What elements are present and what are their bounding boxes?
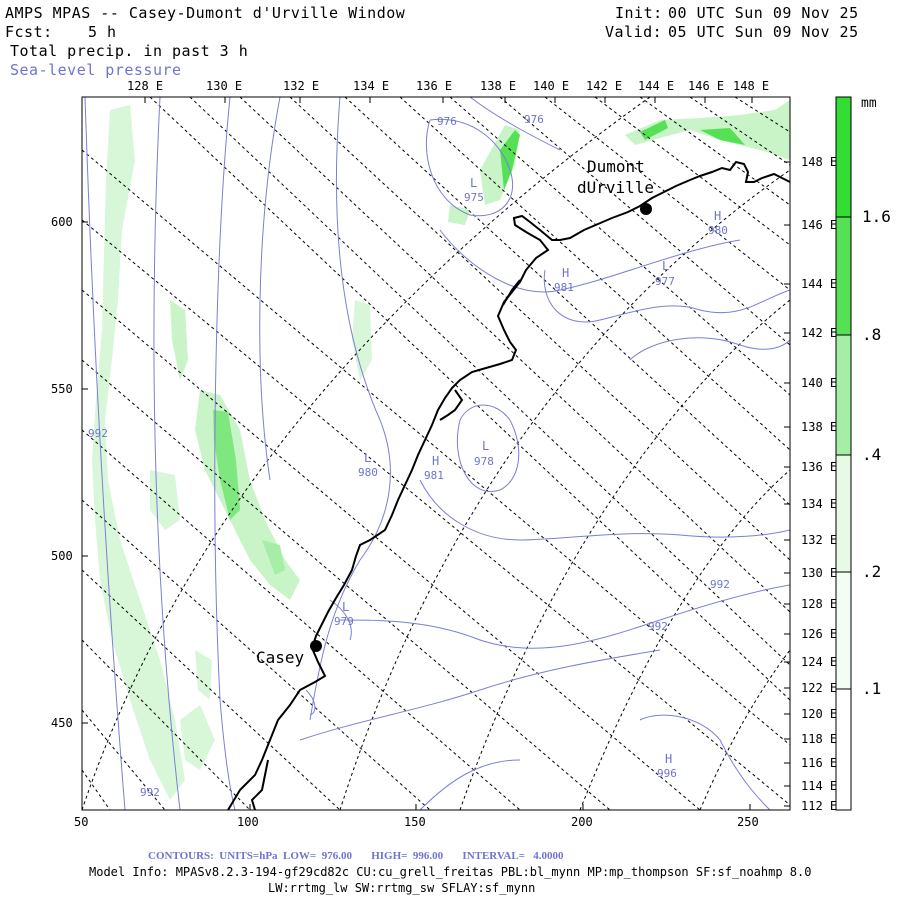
station-label-durville: dUrville [577,178,655,197]
right-tick-label: 134 E [801,497,838,511]
pressure-center-value: 980 [708,224,728,237]
forecast-label: Fcst: [5,23,53,41]
right-tick-label: 142 E [801,326,838,340]
field-name: Total precip. in past 3 h [10,42,249,60]
right-tick-label: 116 E [801,756,838,770]
top-tick-label: 138 E [480,79,517,93]
pressure-center-symbol: H [432,454,440,468]
station-label-casey: Casey [256,648,305,667]
pressure-center-value: 992 [648,620,668,633]
bottom-tick-label: 100 [237,815,259,829]
colorbar-unit: mm [861,96,877,111]
left-tick-label: 450 [51,716,73,730]
pressure-center-symbol: L [364,451,372,465]
top-tick-label: 130 E [206,79,243,93]
pressure-center-value: 976 [524,113,544,126]
right-tick-label: 136 E [801,460,838,474]
pressure-center-value: 992 [88,427,108,440]
pressure-center-symbol: L [482,439,490,453]
right-tick-marks [784,161,790,807]
top-tick-label: 148 E [733,79,770,93]
pressure-center-symbol: H [562,266,570,280]
top-tick-label: 144 E [638,79,675,93]
colorbar-label: .4 [862,445,882,464]
pressure-center-value: 980 [358,466,378,479]
left-tick-label: 600 [51,215,73,229]
latlon-grid [82,97,790,810]
top-tick-label: 132 E [283,79,320,93]
contour-info: CONTOURS: UNITS=hPa LOW= 976.00 HIGH= 99… [148,850,564,862]
pressure-center-value: 996 [657,767,677,780]
pressure-center-value: 976 [437,115,457,128]
top-tick-marks [144,97,753,103]
pressure-center-symbol: L [342,600,350,614]
bottom-tick-label: 50 [74,815,89,829]
right-tick-label: 124 E [801,655,838,669]
station-label-dumont: Dumont [587,157,645,176]
top-tick-label: 146 E [688,79,725,93]
pressure-center-symbol: L [662,259,670,273]
right-tick-label: 114 E [801,779,838,793]
top-tick-label: 142 E [586,79,623,93]
init-value: 00 UTC Sun 09 Nov 25 [668,4,859,22]
top-tick-label: 136 E [416,79,453,93]
right-tick-label: 144 E [801,277,838,291]
left-tick-label: 500 [51,549,73,563]
init-label: Init: [615,4,663,22]
colorbar-label: 1.6 [862,207,891,226]
pressure-center-value: 981 [554,281,574,294]
precip-shading [92,100,790,800]
right-tick-label: 118 E [801,732,838,746]
pressure-center-value: 977 [655,275,675,288]
right-tick-label: 122 E [801,681,838,695]
valid-label: Valid: [605,23,663,41]
model-info-line1: Model Info: MPASv8.2.3-194-gf29cd82c CU:… [89,865,812,879]
left-tick-label: 550 [51,382,73,396]
coastline [227,160,790,810]
right-tick-label: 130 E [801,566,838,580]
map-title: AMPS MPAS -- Casey-Dumont d'Urville Wind… [5,4,406,22]
valid-value: 05 UTC Sun 09 Nov 25 [668,23,859,41]
right-tick-label: 112 E [801,799,838,813]
right-tick-label: 128 E [801,597,838,611]
right-tick-label: 148 E [801,155,838,169]
right-tick-label: 132 E [801,533,838,547]
pressure-center-symbol: H [665,752,673,766]
top-tick-label: 128 E [127,79,164,93]
colorbar [835,96,852,811]
right-tick-label: 138 E [801,420,838,434]
dumont-durville-station-marker [640,203,652,215]
overlay-name: Sea-level pressure [10,61,182,79]
bottom-tick-label: 200 [571,815,593,829]
colorbar-label: .1 [862,679,882,698]
pressure-contours [84,97,790,810]
pressure-center-value: 992 [140,786,160,799]
pressure-center-value: 979 [334,615,354,628]
pressure-center-symbol: H [714,209,722,223]
casey-station-marker [310,640,322,652]
right-tick-label: 146 E [801,218,838,232]
pressure-center-value: 978 [474,455,494,468]
right-tick-label: 140 E [801,376,838,390]
pressure-center-symbol: L [470,176,478,190]
colorbar-label: .2 [862,562,882,581]
bottom-tick-label: 150 [404,815,426,829]
top-tick-label: 140 E [533,79,570,93]
colorbar-label: .8 [862,325,882,344]
right-tick-label: 120 E [801,707,838,721]
axis-tick-marks [81,221,751,810]
model-info-line2: LW:rrtmg_lw SW:rrtmg_sw SFLAY:sf_mynn [268,881,536,895]
top-tick-label: 134 E [353,79,390,93]
pressure-center-value: 981 [424,469,444,482]
pressure-center-value: 992 [710,578,730,591]
right-tick-label: 126 E [801,627,838,641]
forecast-value: 5 h [88,23,117,41]
bottom-tick-label: 250 [737,815,759,829]
plot-frame [81,96,791,811]
pressure-center-value: 975 [464,191,484,204]
